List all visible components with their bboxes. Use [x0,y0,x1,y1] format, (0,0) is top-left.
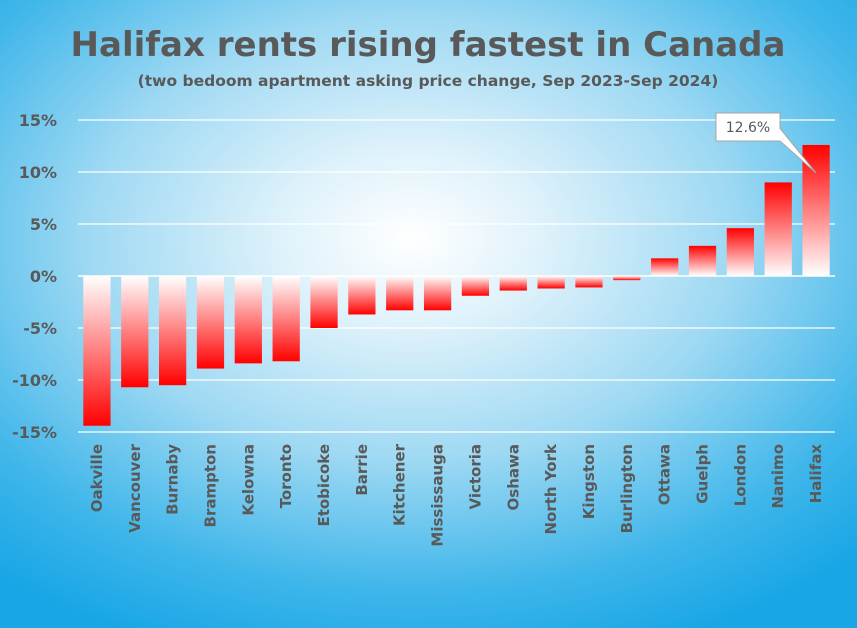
x-tick-label-vancouver: Vancouver [126,443,144,532]
bar-oakville [83,276,111,426]
bar-nanimo [764,182,792,276]
x-tick-label-guelph: Guelph [694,444,712,504]
bar-brampton [196,276,225,369]
x-tick-label-ottawa: Ottawa [656,444,674,505]
x-tick-label-burnaby: Burnaby [164,444,182,515]
x-tick-label-toronto: Toronto [277,444,295,508]
x-tick-label-north-york: North York [542,443,560,535]
y-tick-label: 15% [19,111,57,130]
y-axis-tick-labels: 15% 10% 5% 0% -5% -10% -15% [12,111,57,442]
x-tick-label-kelowna: Kelowna [239,444,257,516]
bars [83,144,830,426]
x-tick-label-oakville: Oakville [88,444,106,512]
callout-label: 12.6% [726,120,770,136]
callout-box [715,112,817,174]
bar-mississauga [423,276,452,311]
bar-etobicoke [310,276,338,328]
x-tick-label-halifax: Halifax [807,444,825,504]
x-tick-label-kitchener: Kitchener [391,443,409,526]
x-tick-label-kingston: Kingston [580,444,598,519]
y-tick-label: 5% [30,215,57,234]
gridlines [78,119,835,433]
y-tick-label: -10% [12,371,57,390]
bar-ottawa [651,258,679,276]
bar-kingston [575,276,603,288]
bar-burlington [613,276,641,281]
bar-victoria [461,276,490,296]
chart-subtitle: (two bedoom apartment asking price chang… [138,72,719,90]
bar-vancouver [121,276,149,388]
y-tick-label: 10% [19,163,57,182]
y-tick-label: -5% [23,319,57,338]
x-tick-label-etobicoke: Etobicoke [315,444,333,527]
bar-north-york [537,276,565,289]
bar-guelph [688,245,717,276]
callout: 12.6% [715,112,817,174]
x-tick-label-victoria: Victoria [466,444,484,510]
x-tick-label-london: London [731,444,749,506]
bar-burnaby [158,276,187,386]
bar-oshawa [499,276,527,291]
x-tick-label-nanimo: Nanimo [769,444,787,508]
bar-kitchener [386,276,414,311]
y-tick-label: 0% [30,267,57,286]
bar-london [726,228,755,276]
x-tick-label-oshawa: Oshawa [504,444,522,510]
bar-kelowna [234,276,262,364]
x-tick-label-burlington: Burlington [618,444,636,533]
x-tick-label-mississauga: Mississauga [429,444,447,547]
x-tick-label-brampton: Brampton [201,444,219,527]
chart-title: Halifax rents rising fastest in Canada [71,25,786,65]
x-tick-label-barrie: Barrie [353,444,371,496]
bar-toronto [272,276,300,362]
bar-halifax [802,144,830,276]
bar-barrie [348,276,376,315]
y-tick-label: -15% [12,423,57,442]
x-axis-tick-labels: Oakville Vancouver Burnaby Brampton Kelowna T… [88,443,825,547]
